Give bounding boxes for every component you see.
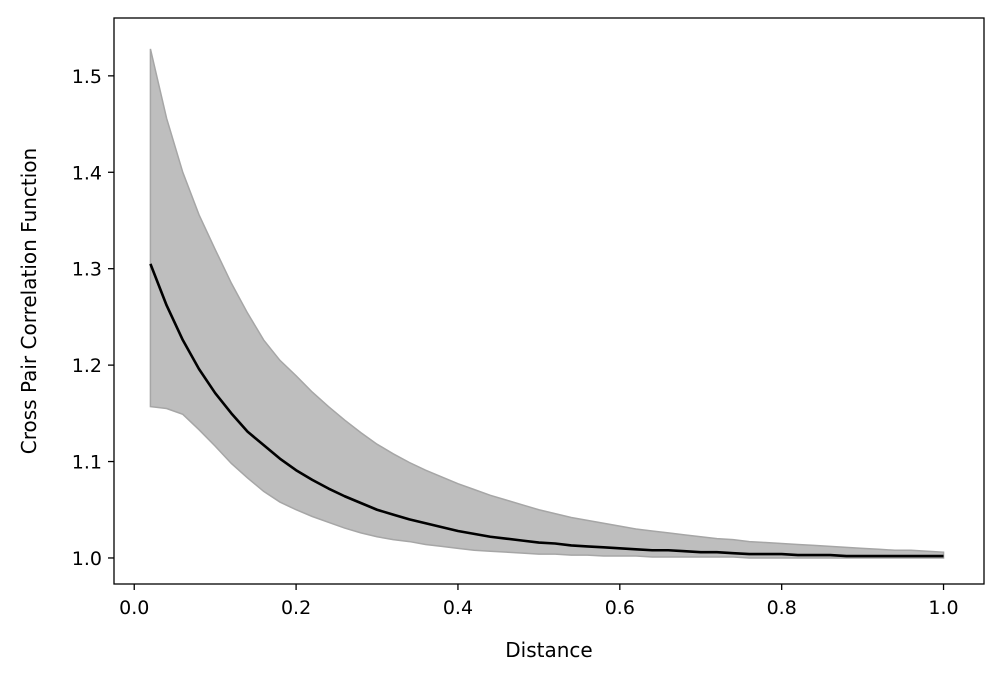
y-tick-label: 1.3	[72, 259, 102, 281]
series-line-0	[149, 263, 944, 558]
y-tick-label: 1.4	[72, 162, 102, 184]
y-tick-label: 1.0	[72, 548, 102, 570]
confidence-band	[149, 48, 945, 559]
x-tick-label: 0.2	[281, 597, 311, 619]
x-tick-label: 0.0	[119, 597, 149, 619]
x-tick-label: 0.8	[767, 597, 797, 619]
y-tick-label: 1.2	[72, 355, 102, 377]
x-tick-label: 1.0	[928, 597, 958, 619]
x-tick-label: 0.4	[443, 597, 473, 619]
confidence-band-layer	[149, 48, 945, 559]
y-tick-label: 1.5	[72, 66, 102, 88]
x-axis-label: Distance	[505, 638, 592, 662]
y-tick-label: 1.1	[72, 452, 102, 474]
plot-area-frame	[113, 17, 985, 585]
series-line-layer	[149, 263, 944, 558]
y-axis: 1.0 1.1 1.2 1.3 1.4 1.5	[72, 66, 114, 570]
x-axis: 0.0 0.2 0.4 0.6 0.8 1.0	[119, 584, 959, 619]
y-axis-label: Cross Pair Correlation Function	[17, 148, 41, 454]
x-tick-label: 0.6	[605, 597, 635, 619]
